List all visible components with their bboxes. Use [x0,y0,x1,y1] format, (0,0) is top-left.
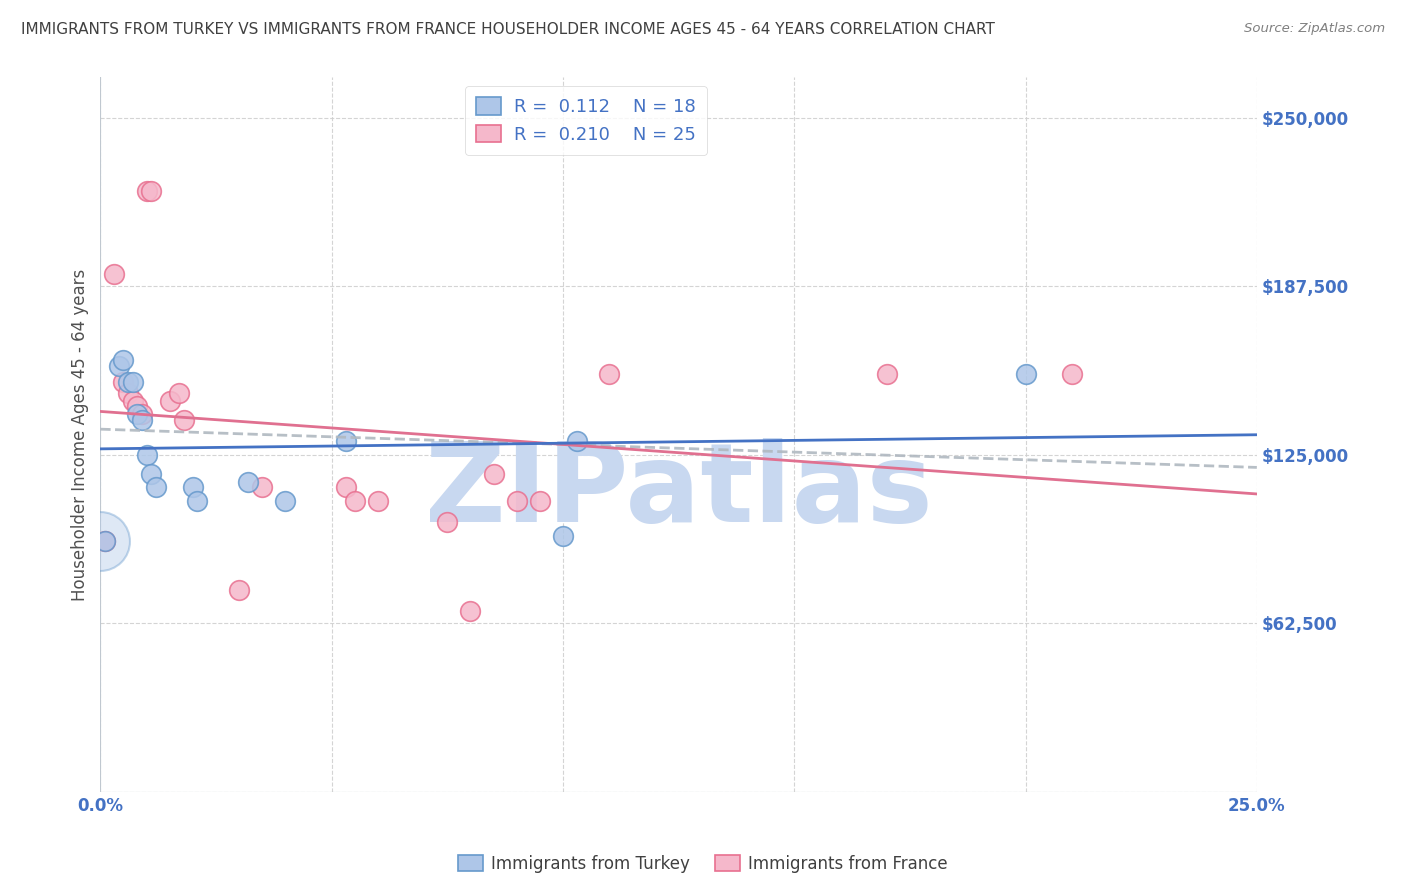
Point [876,367,898,381]
Point [117,385,139,400]
Point [103,267,125,281]
Point [135,184,157,198]
Point [131,413,153,427]
Text: IMMIGRANTS FROM TURKEY VS IMMIGRANTS FROM FRANCE HOUSEHOLDER INCOME AGES 45 - 64: IMMIGRANTS FROM TURKEY VS IMMIGRANTS FRO… [21,22,995,37]
Point [1014,367,1036,381]
Point [145,480,167,494]
Point [141,184,163,198]
Text: ZIPatlas: ZIPatlas [425,438,932,545]
Point [121,393,143,408]
Point [121,375,143,389]
Point [127,408,149,422]
Point [598,367,620,381]
Point [335,434,357,449]
Point [252,480,274,494]
Point [436,515,458,529]
Point [127,399,149,413]
Point [274,493,297,508]
Point [108,359,131,373]
Point [505,493,527,508]
Point [141,467,163,481]
Point [89,534,111,549]
Point [181,480,204,494]
Point [94,534,117,549]
Point [135,448,157,462]
Legend: Immigrants from Turkey, Immigrants from France: Immigrants from Turkey, Immigrants from … [451,848,955,880]
Y-axis label: Householder Income Ages 45 - 64 years: Householder Income Ages 45 - 64 years [72,268,89,600]
Point [159,393,181,408]
Legend: R =  0.112    N = 18, R =  0.210    N = 25: R = 0.112 N = 18, R = 0.210 N = 25 [465,87,707,155]
Point [343,493,366,508]
Point [335,480,357,494]
Point [112,353,135,368]
Point [186,493,208,508]
Point [94,534,117,549]
Point [117,375,139,389]
Point [238,475,260,489]
Point [228,582,250,597]
Point [1060,367,1083,381]
Point [551,528,574,542]
Point [173,413,195,427]
Point [367,493,389,508]
Point [529,493,551,508]
Text: Source: ZipAtlas.com: Source: ZipAtlas.com [1244,22,1385,36]
Point [460,604,482,618]
Point [131,408,153,422]
Point [482,467,505,481]
Point [112,375,135,389]
Point [565,434,588,449]
Point [167,385,190,400]
